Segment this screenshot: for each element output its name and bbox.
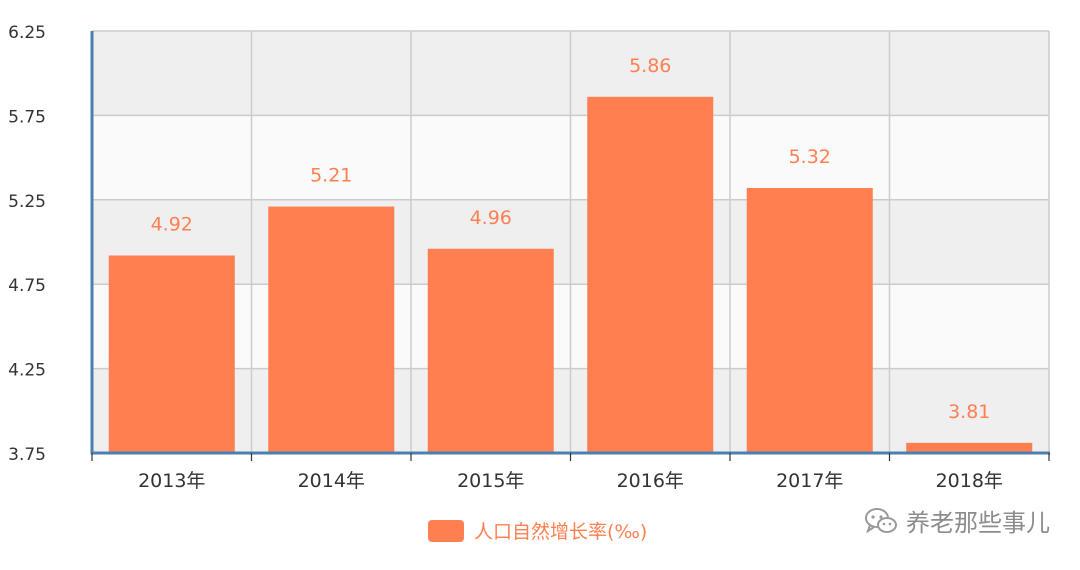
x-tick-label: 2017年 — [776, 470, 843, 492]
y-tick-label: 6.25 — [8, 23, 46, 43]
data-label: 4.92 — [151, 214, 193, 236]
bar — [587, 96, 714, 453]
data-label: 3.81 — [948, 401, 990, 423]
bar — [108, 255, 235, 453]
x-tick-label: 2018年 — [936, 470, 1003, 492]
x-tick-label: 2013年 — [138, 470, 205, 492]
legend-label: 人口自然增长率(‰) — [474, 521, 648, 543]
x-tick-label: 2016年 — [617, 470, 684, 492]
y-tick-label: 4.75 — [8, 276, 46, 296]
data-label: 5.32 — [789, 146, 831, 168]
x-tick-label: 2014年 — [298, 470, 365, 492]
x-tick-label: 2015年 — [457, 470, 524, 492]
bar — [906, 442, 1033, 453]
wechat-icon — [865, 507, 897, 533]
watermark: 养老那些事儿 — [864, 503, 1050, 538]
y-tick-label: 3.75 — [8, 445, 46, 465]
watermark-text: 养老那些事儿 — [906, 509, 1050, 537]
bar — [268, 206, 395, 453]
data-label: 5.86 — [629, 55, 671, 77]
data-label: 5.21 — [310, 165, 352, 187]
bar — [746, 187, 873, 453]
y-tick-label: 4.25 — [8, 361, 46, 381]
legend[interactable]: 人口自然增长率(‰) — [428, 517, 647, 544]
y-tick-label: 5.25 — [8, 192, 46, 212]
data-label: 4.96 — [470, 207, 512, 229]
bar — [427, 248, 554, 453]
legend-swatch — [428, 519, 464, 542]
y-tick-label: 5.75 — [8, 107, 46, 127]
